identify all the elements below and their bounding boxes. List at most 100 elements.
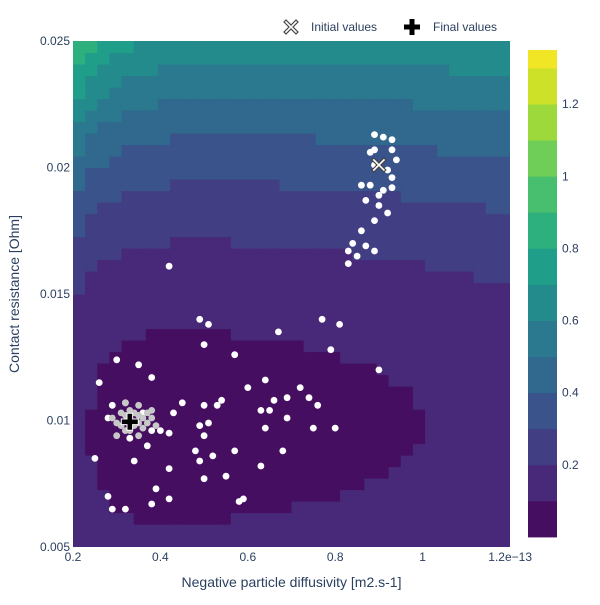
x-open-icon bbox=[283, 19, 299, 35]
contour-cell bbox=[242, 374, 256, 387]
contour-cell bbox=[412, 213, 426, 226]
contour-cell bbox=[194, 328, 208, 341]
contour-cell bbox=[303, 179, 317, 192]
contour-cell bbox=[230, 144, 244, 157]
contour-cell bbox=[352, 133, 365, 146]
contour-cell bbox=[157, 524, 171, 537]
contour-cell bbox=[121, 133, 135, 146]
contour-cell bbox=[291, 133, 305, 146]
contour-cell bbox=[461, 41, 475, 54]
contour-cell bbox=[449, 52, 463, 65]
contour-cell bbox=[206, 167, 220, 180]
contour-cell bbox=[388, 202, 402, 215]
contour-cell bbox=[267, 156, 280, 169]
contour-cell bbox=[230, 41, 244, 54]
contour-cell bbox=[327, 225, 341, 238]
contour-cell bbox=[182, 512, 195, 525]
contour-cell bbox=[327, 98, 341, 111]
contour-cell bbox=[145, 41, 159, 54]
contour-cell bbox=[267, 248, 280, 261]
contour-cell bbox=[291, 202, 305, 215]
contour-cell bbox=[218, 374, 232, 387]
contour-cell bbox=[230, 213, 244, 226]
contour-cell bbox=[303, 432, 317, 445]
contour-cell bbox=[242, 156, 256, 169]
contour-cell bbox=[303, 190, 317, 203]
contour-cell bbox=[327, 489, 341, 502]
contour-cell bbox=[315, 420, 329, 433]
contour-cell bbox=[157, 41, 171, 54]
contour-cell bbox=[315, 363, 329, 376]
contour-cell bbox=[376, 294, 390, 307]
contour-cell bbox=[133, 478, 147, 491]
contour-cell bbox=[157, 110, 171, 123]
contour-cell bbox=[388, 248, 402, 261]
contour-cell bbox=[121, 489, 135, 502]
contour-cell bbox=[73, 190, 86, 203]
contour-cell bbox=[206, 386, 220, 399]
contour-cell bbox=[303, 271, 317, 284]
contour-cell bbox=[473, 386, 487, 399]
contour-cell bbox=[291, 144, 305, 157]
sample-point-converged bbox=[152, 422, 160, 429]
contour-cell bbox=[182, 75, 195, 88]
contour-cell bbox=[255, 340, 268, 353]
contour-cell bbox=[145, 397, 159, 410]
contour-cell bbox=[85, 190, 98, 203]
contour-cell bbox=[352, 121, 365, 134]
contour-cell bbox=[194, 363, 208, 376]
sample-point-converged bbox=[135, 401, 143, 409]
contour-cell bbox=[473, 41, 487, 54]
contour-cell bbox=[315, 443, 329, 456]
contour-cell bbox=[242, 133, 256, 146]
contour-cell bbox=[242, 236, 256, 249]
contour-cell bbox=[364, 328, 378, 341]
sample-point bbox=[196, 422, 204, 429]
contour-cell bbox=[449, 213, 463, 226]
contour-cell bbox=[194, 167, 208, 180]
contour-cell bbox=[303, 409, 317, 422]
contour-cell bbox=[121, 271, 135, 284]
sample-point bbox=[384, 209, 391, 217]
contour-cell bbox=[497, 386, 510, 399]
contour-cell bbox=[109, 87, 123, 100]
contour-cell bbox=[327, 121, 341, 134]
contour-cell bbox=[412, 489, 426, 502]
sample-point bbox=[218, 396, 226, 404]
contour-cell bbox=[182, 455, 195, 468]
contour-cell bbox=[303, 317, 317, 330]
legend-item-final[interactable]: Final values bbox=[404, 19, 497, 35]
contour-cell bbox=[327, 432, 341, 445]
contour-cell bbox=[73, 248, 86, 261]
contour-cell bbox=[170, 455, 183, 468]
sample-point bbox=[91, 455, 99, 462]
contour-cell bbox=[218, 64, 232, 77]
contour-cell bbox=[327, 75, 341, 88]
contour-cell bbox=[352, 98, 365, 111]
legend-item-initial[interactable]: Initial values bbox=[283, 19, 377, 35]
contour-cell bbox=[340, 386, 353, 399]
contour-cell bbox=[327, 386, 341, 399]
contour-cell bbox=[170, 179, 183, 192]
contour-cell bbox=[376, 144, 390, 157]
contour-cell bbox=[364, 202, 378, 215]
contour-cell bbox=[194, 489, 208, 502]
contour-cell bbox=[497, 133, 510, 146]
contour-cell bbox=[340, 535, 353, 547]
contour-cell bbox=[109, 340, 123, 353]
contour-cell bbox=[230, 524, 244, 537]
contour-cell bbox=[497, 52, 510, 65]
contour-cell bbox=[267, 363, 280, 376]
contour-cell bbox=[425, 167, 438, 180]
contour-cell bbox=[182, 466, 195, 479]
contour-cell bbox=[315, 259, 329, 272]
contour-cell bbox=[437, 409, 450, 422]
contour-cell bbox=[327, 87, 341, 100]
contour-cell bbox=[388, 432, 402, 445]
contour-cell bbox=[376, 75, 390, 88]
contour-cell bbox=[340, 466, 353, 479]
contour-cell bbox=[73, 225, 86, 238]
contour-cell bbox=[352, 409, 365, 422]
contour-cell bbox=[121, 478, 135, 491]
